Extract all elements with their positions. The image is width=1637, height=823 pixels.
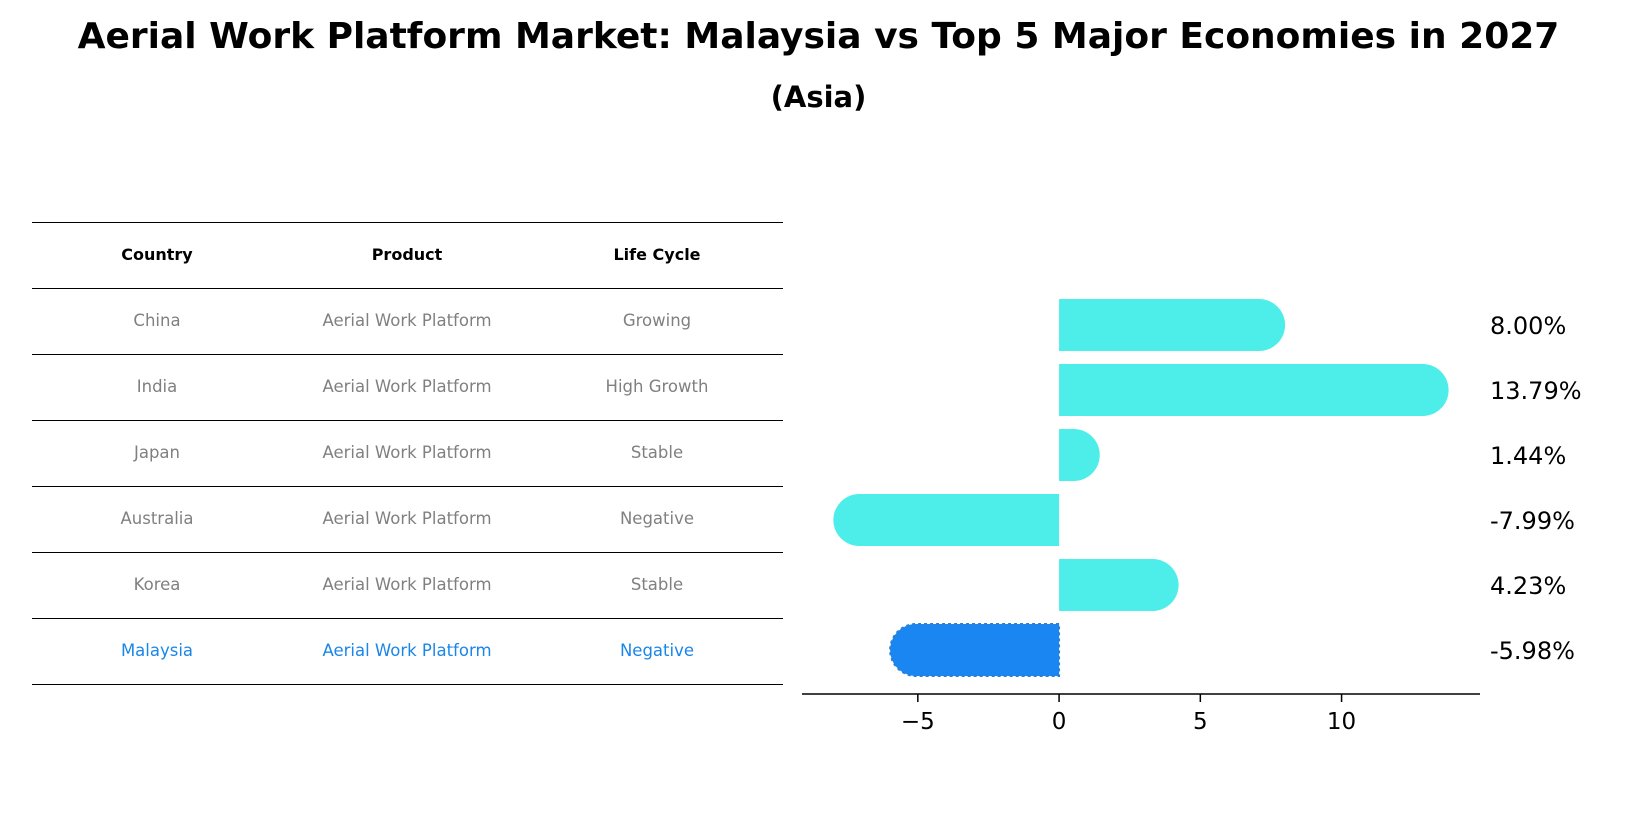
x-tick-label: 0: [1052, 709, 1067, 735]
country-cell: Korea: [133, 575, 181, 594]
bar-japan: [1059, 429, 1100, 481]
table-row: India Aerial Work Platform High Growth: [32, 354, 783, 420]
product-cell: Aerial Work Platform: [322, 443, 492, 462]
chart-title: Aerial Work Platform Market: Malaysia vs…: [77, 16, 1560, 57]
value-label-india: 13.79%: [1490, 377, 1582, 405]
product-cell: Aerial Work Platform: [322, 509, 492, 528]
value-label-china: 8.00%: [1490, 312, 1566, 340]
value-label-korea: 4.23%: [1490, 572, 1566, 600]
x-tick-label: −5: [901, 709, 935, 735]
table-row: China Aerial Work Platform Growing: [32, 288, 783, 354]
value-label-malaysia: -5.98%: [1490, 637, 1575, 665]
country-cell: China: [133, 311, 181, 330]
header-country: Country: [121, 245, 193, 264]
header-product: Product: [371, 245, 443, 264]
table-row: Korea Aerial Work Platform Stable: [32, 552, 783, 618]
country-cell: India: [136, 377, 178, 396]
life-cycle-cell: Negative: [619, 509, 695, 528]
product-cell: Aerial Work Platform: [322, 575, 492, 594]
bar-australia: [833, 494, 1060, 546]
x-tick-label: 10: [1327, 709, 1356, 735]
x-tick-label: 5: [1193, 709, 1208, 735]
country-cell: Japan: [133, 443, 181, 462]
product-cell: Aerial Work Platform: [322, 311, 492, 330]
value-label-japan: 1.44%: [1490, 442, 1566, 470]
table-header-row: Country Product Life Cycle: [32, 222, 783, 288]
bar-india: [1059, 364, 1449, 416]
life-cycle-cell: Stable: [630, 575, 684, 594]
life-cycle-cell: Negative: [619, 641, 695, 660]
market-table: Country Product Life Cycle China Aerial …: [32, 222, 783, 685]
life-cycle-cell: Stable: [630, 443, 684, 462]
header-life-cycle: Life Cycle: [613, 245, 701, 264]
chart-subtitle: (Asia): [770, 80, 867, 114]
bar-china: [1059, 299, 1286, 351]
country-cell: Australia: [120, 509, 194, 528]
bar-malaysia: [889, 623, 1061, 677]
bar-korea: [1059, 559, 1179, 611]
life-cycle-cell: High Growth: [605, 377, 709, 396]
life-cycle-cell: Growing: [622, 311, 692, 330]
product-cell: Aerial Work Platform: [322, 377, 492, 396]
table-row-highlight: Malaysia Aerial Work Platform Negative: [32, 618, 783, 685]
country-cell: Malaysia: [120, 641, 194, 660]
product-cell: Aerial Work Platform: [322, 641, 492, 660]
value-label-australia: -7.99%: [1490, 507, 1575, 535]
table-row: Japan Aerial Work Platform Stable: [32, 420, 783, 486]
table-row: Australia Aerial Work Platform Negative: [32, 486, 783, 552]
